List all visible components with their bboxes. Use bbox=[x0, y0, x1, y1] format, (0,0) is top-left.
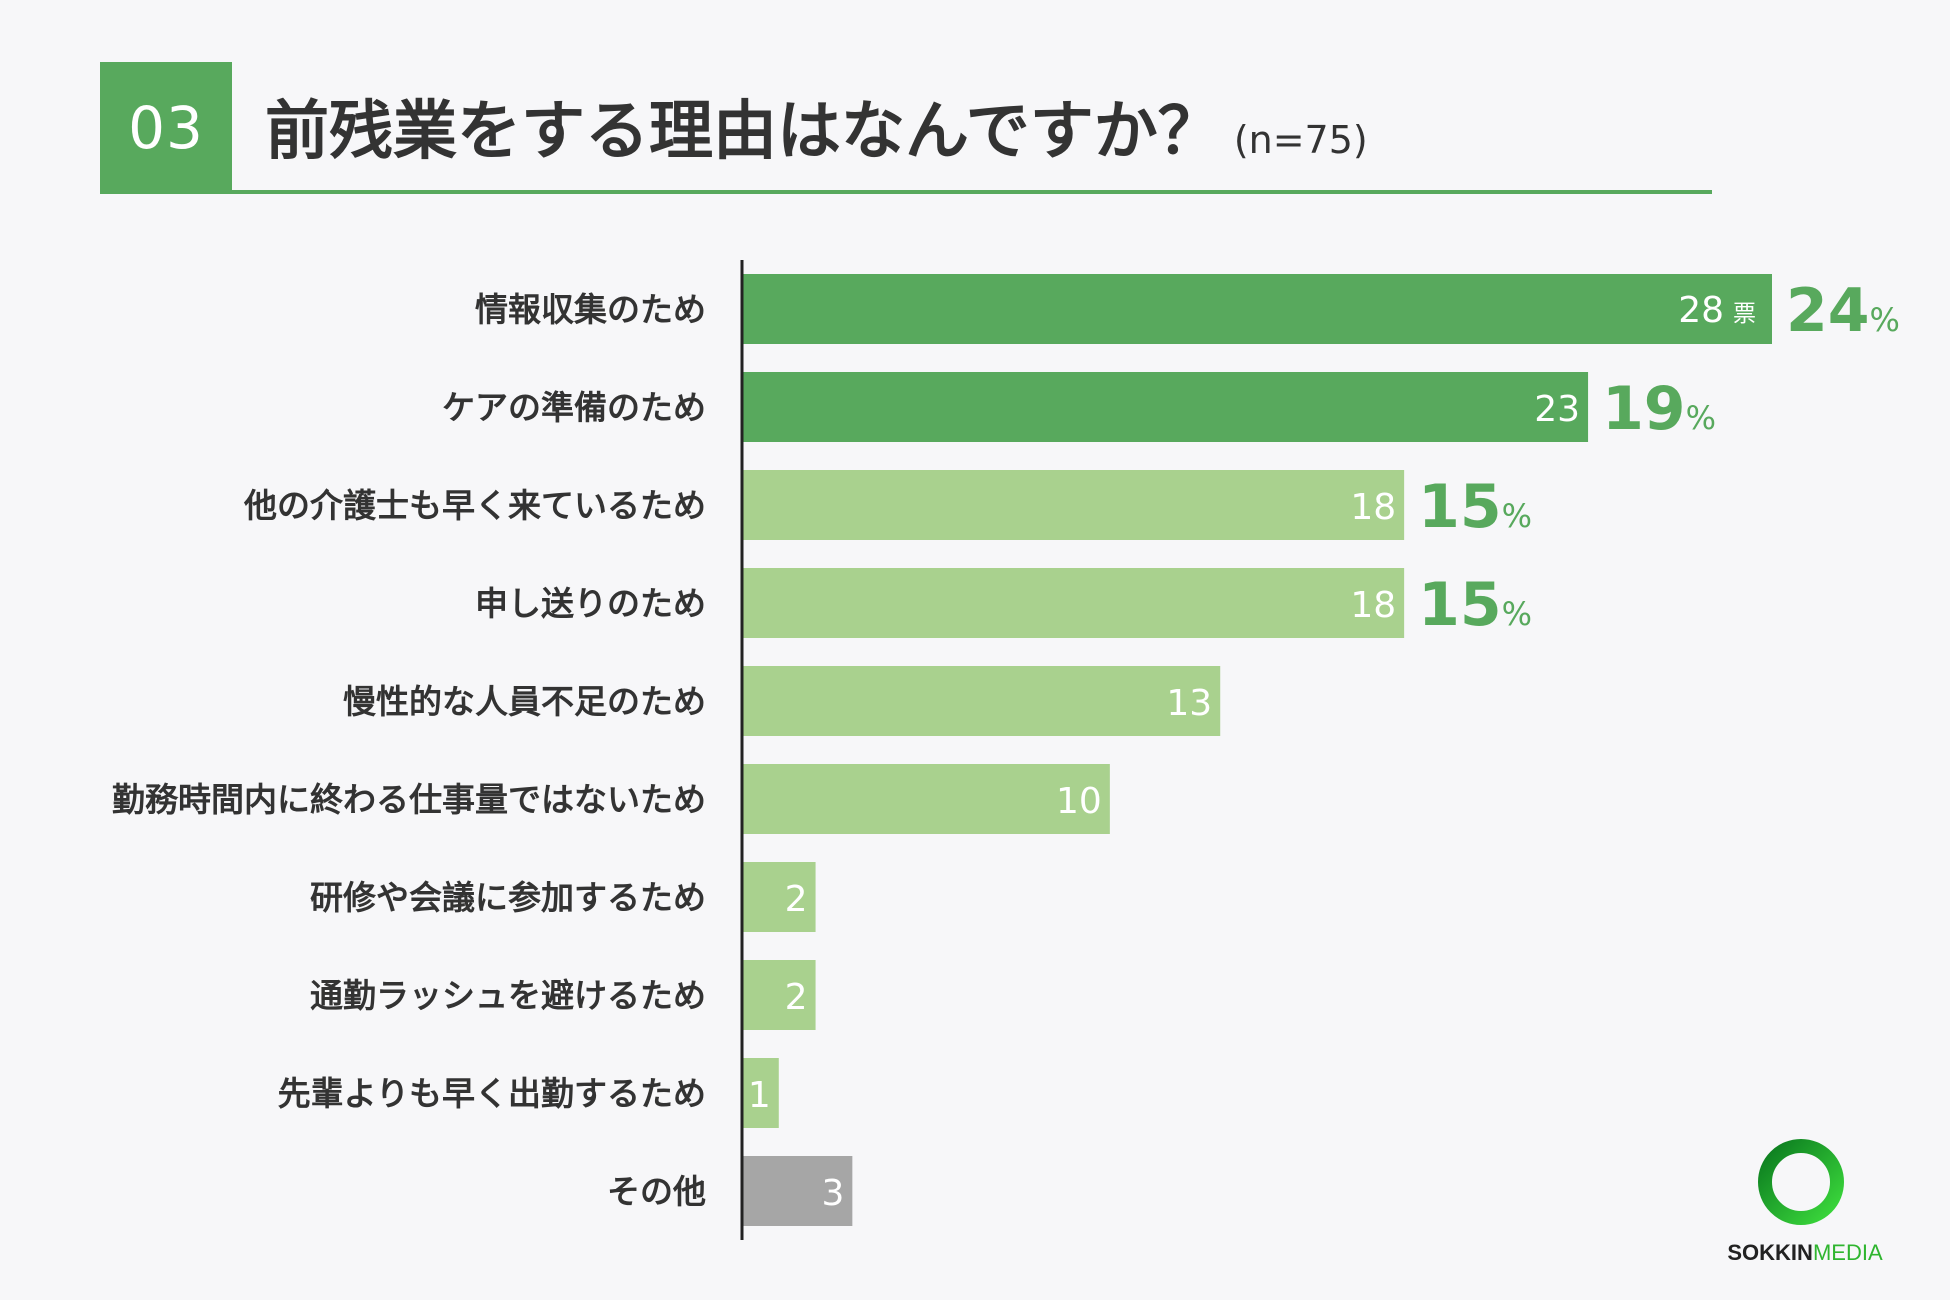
question-number-badge: 03 bbox=[100, 62, 232, 194]
bar bbox=[742, 568, 1405, 638]
chart-category-labels: 情報収集のためケアの準備のため他の介護士も早く来ているため申し送りのため慢性的な… bbox=[112, 290, 706, 1211]
category-label: その他 bbox=[607, 1172, 706, 1211]
percent-label: 19% bbox=[1602, 374, 1716, 444]
category-label: ケアの準備のため bbox=[442, 388, 706, 427]
value-unit-label: 票 bbox=[1733, 301, 1756, 327]
value-label: 18 bbox=[1350, 585, 1396, 626]
bar bbox=[742, 274, 1772, 344]
bar bbox=[742, 470, 1405, 540]
bar bbox=[742, 1058, 779, 1128]
percent-label: 24% bbox=[1786, 276, 1900, 346]
category-label: 他の介護士も早く来ているため bbox=[243, 486, 706, 525]
category-label: 情報収集のため bbox=[475, 290, 706, 329]
value-label: 18 bbox=[1350, 487, 1396, 528]
brand-logo: SOKKINMEDIA bbox=[1710, 1136, 1900, 1266]
value-label: 13 bbox=[1166, 683, 1212, 724]
value-label: 28 bbox=[1678, 290, 1724, 331]
value-label: 1 bbox=[748, 1075, 771, 1116]
bar bbox=[742, 1156, 853, 1226]
category-label: 申し送りのため bbox=[475, 584, 706, 623]
bar bbox=[742, 764, 1110, 834]
category-label: 慢性的な人員不足のため bbox=[343, 682, 706, 721]
value-label: 2 bbox=[785, 879, 808, 920]
bar bbox=[742, 666, 1221, 736]
value-label: 3 bbox=[821, 1173, 844, 1214]
value-label: 2 bbox=[785, 977, 808, 1018]
bar bbox=[742, 862, 816, 932]
category-label: 勤務時間内に終わる仕事量ではないため bbox=[112, 780, 706, 819]
category-label: 先輩よりも早く出勤するため bbox=[278, 1074, 706, 1113]
bar bbox=[742, 372, 1589, 442]
category-label: 研修や会議に参加するため bbox=[310, 878, 706, 917]
percent-label: 15% bbox=[1418, 472, 1532, 542]
percent-label: 15% bbox=[1418, 570, 1532, 640]
value-label: 10 bbox=[1056, 781, 1102, 822]
title-text: 前残業をする理由はなんですか？ bbox=[265, 95, 1222, 169]
logo-wordmark: SOKKINMEDIA bbox=[1727, 1240, 1883, 1265]
category-label: 通勤ラッシュを避けるため bbox=[310, 976, 706, 1015]
bar bbox=[742, 960, 816, 1030]
value-label: 23 bbox=[1534, 389, 1580, 430]
logo-ring-icon bbox=[1758, 1139, 1844, 1225]
chart-header: 03 前残業をする理由はなんですか？ (n=75) bbox=[100, 62, 1712, 197]
chart-title: 前残業をする理由はなんですか？ (n=75) bbox=[265, 80, 1368, 172]
sample-size: (n=75) bbox=[1233, 118, 1368, 162]
title-underline bbox=[100, 190, 1712, 194]
